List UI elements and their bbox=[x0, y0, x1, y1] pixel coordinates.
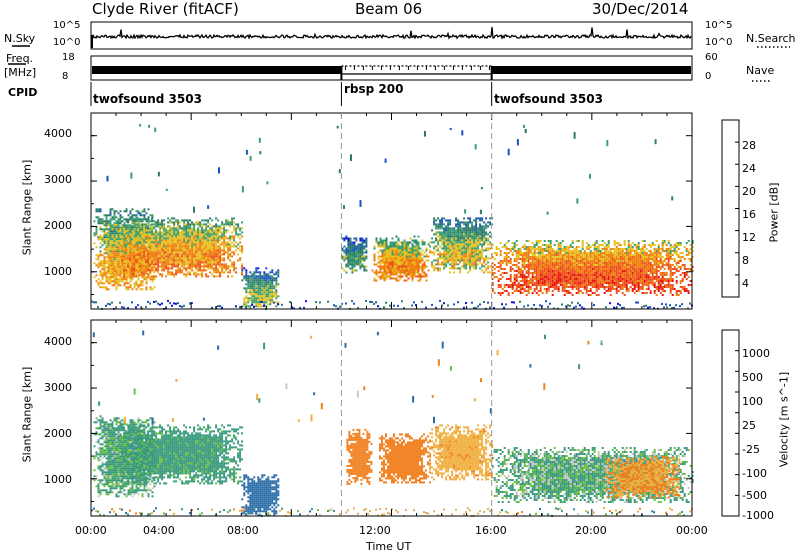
vel-near-range-speckle bbox=[91, 507, 693, 518]
velocity-ytick-4000: 4000 bbox=[44, 335, 72, 348]
nave-tick-top: 60 bbox=[705, 52, 718, 63]
vel-cb-label-m25: -25 bbox=[742, 443, 760, 456]
cpid-seg-1: twofsound 3503 bbox=[93, 92, 202, 106]
nave-tick-bottom: 0 bbox=[705, 71, 712, 82]
vel-region-1 bbox=[121, 424, 244, 485]
vel-high-range-speckle bbox=[92, 330, 603, 425]
velocity-panel bbox=[90, 319, 694, 518]
xtick-6: 00:00 bbox=[676, 524, 708, 537]
velocity-ytick-2000: 2000 bbox=[44, 427, 72, 440]
power-region-4 bbox=[371, 235, 430, 282]
station-title: Clyde River (fitACF) bbox=[92, 0, 239, 18]
power-ylabel: Slant Range [km] bbox=[20, 159, 34, 256]
xtick-5: 20:00 bbox=[575, 524, 607, 537]
power-region-5 bbox=[429, 217, 494, 274]
vel-region-2 bbox=[241, 474, 280, 517]
power-region-3 bbox=[341, 235, 368, 274]
xtick-0: 00:00 bbox=[75, 524, 107, 537]
power-cb-label-24: 24 bbox=[742, 162, 756, 175]
power-cb-label-12: 12 bbox=[742, 231, 756, 244]
vel-region-3 bbox=[346, 428, 373, 485]
power-cb-label-4: 4 bbox=[742, 277, 749, 290]
nsky-label: N.Sky bbox=[4, 32, 36, 45]
xtick-3: 12:00 bbox=[359, 524, 391, 537]
power-panel bbox=[90, 112, 694, 311]
freq-frame bbox=[90, 55, 693, 81]
vel-cb-label-500: 500 bbox=[742, 371, 763, 384]
xtick-4: 16:00 bbox=[475, 524, 507, 537]
vel-cb-label-m500: -500 bbox=[742, 489, 767, 502]
power-cb-title: Power [dB] bbox=[767, 182, 781, 243]
power-cb-label-16: 16 bbox=[742, 208, 756, 221]
vel-region-4 bbox=[379, 433, 431, 484]
freq-tick-top: 18 bbox=[62, 52, 75, 63]
power-cb-label-20: 20 bbox=[742, 185, 756, 198]
power-ytick-3000: 3000 bbox=[44, 173, 72, 186]
power-ytick-4000: 4000 bbox=[44, 127, 72, 140]
vel-cb-label-m100: -100 bbox=[742, 467, 767, 480]
velocity-ylabel: Slant Range [km] bbox=[20, 366, 34, 463]
power-ytick-1000: 1000 bbox=[44, 265, 72, 278]
vel-cb-label-1000: 1000 bbox=[742, 347, 770, 360]
nsearch-label: N.Search bbox=[746, 32, 796, 45]
beam-title: Beam 06 bbox=[355, 0, 423, 18]
nsearch-tick-top: 10^5 bbox=[705, 20, 733, 31]
vel-region-7 bbox=[604, 456, 681, 499]
nave-label: Nave bbox=[746, 64, 775, 77]
date-title: 30/Dec/2014 bbox=[592, 0, 689, 18]
vel-region-5 bbox=[429, 424, 494, 481]
cpid-seg-3: twofsound 3503 bbox=[494, 92, 603, 106]
power-high-range-speckle bbox=[106, 123, 674, 215]
nsky-frame bbox=[90, 21, 693, 50]
vel-cb-label-100: 100 bbox=[742, 395, 763, 408]
velocity-colorbar-frame bbox=[721, 329, 740, 517]
nsky-trace bbox=[90, 27, 692, 40]
power-region-6 bbox=[491, 240, 694, 296]
nsearch-tick-bottom: 10^0 bbox=[705, 37, 733, 48]
top-panels bbox=[8, 21, 790, 106]
freq-unit: [MHz] bbox=[4, 66, 37, 79]
freq-band-3 bbox=[491, 66, 691, 74]
freq-tick-bottom: 8 bbox=[62, 71, 69, 82]
freq-label: Freq. bbox=[6, 52, 34, 65]
nsky-tick-top: 10^5 bbox=[53, 20, 81, 31]
xlabel: Time UT bbox=[366, 540, 412, 553]
vel-cb-label-m1000: -1000 bbox=[742, 509, 774, 522]
velocity-ytick-1000: 1000 bbox=[44, 473, 72, 486]
xtick-2: 08:00 bbox=[227, 524, 259, 537]
colorbars bbox=[721, 119, 740, 517]
power-region-1 bbox=[121, 217, 244, 278]
freq-band-1 bbox=[92, 66, 342, 74]
power-ytick-2000: 2000 bbox=[44, 219, 72, 232]
vel-cb-label-25: 25 bbox=[742, 419, 756, 432]
cpid-seg-2: rbsp 200 bbox=[344, 82, 404, 96]
vel-cb-title: Velocity [m s^-1] bbox=[777, 371, 791, 468]
xtick-1: 04:00 bbox=[143, 524, 175, 537]
cpid-label: CPID bbox=[8, 86, 38, 99]
power-cb-label-8: 8 bbox=[742, 254, 749, 267]
velocity-ytick-3000: 3000 bbox=[44, 381, 72, 394]
power-cb-label-28: 28 bbox=[742, 139, 756, 152]
nsky-tick-bottom: 10^0 bbox=[53, 37, 81, 48]
